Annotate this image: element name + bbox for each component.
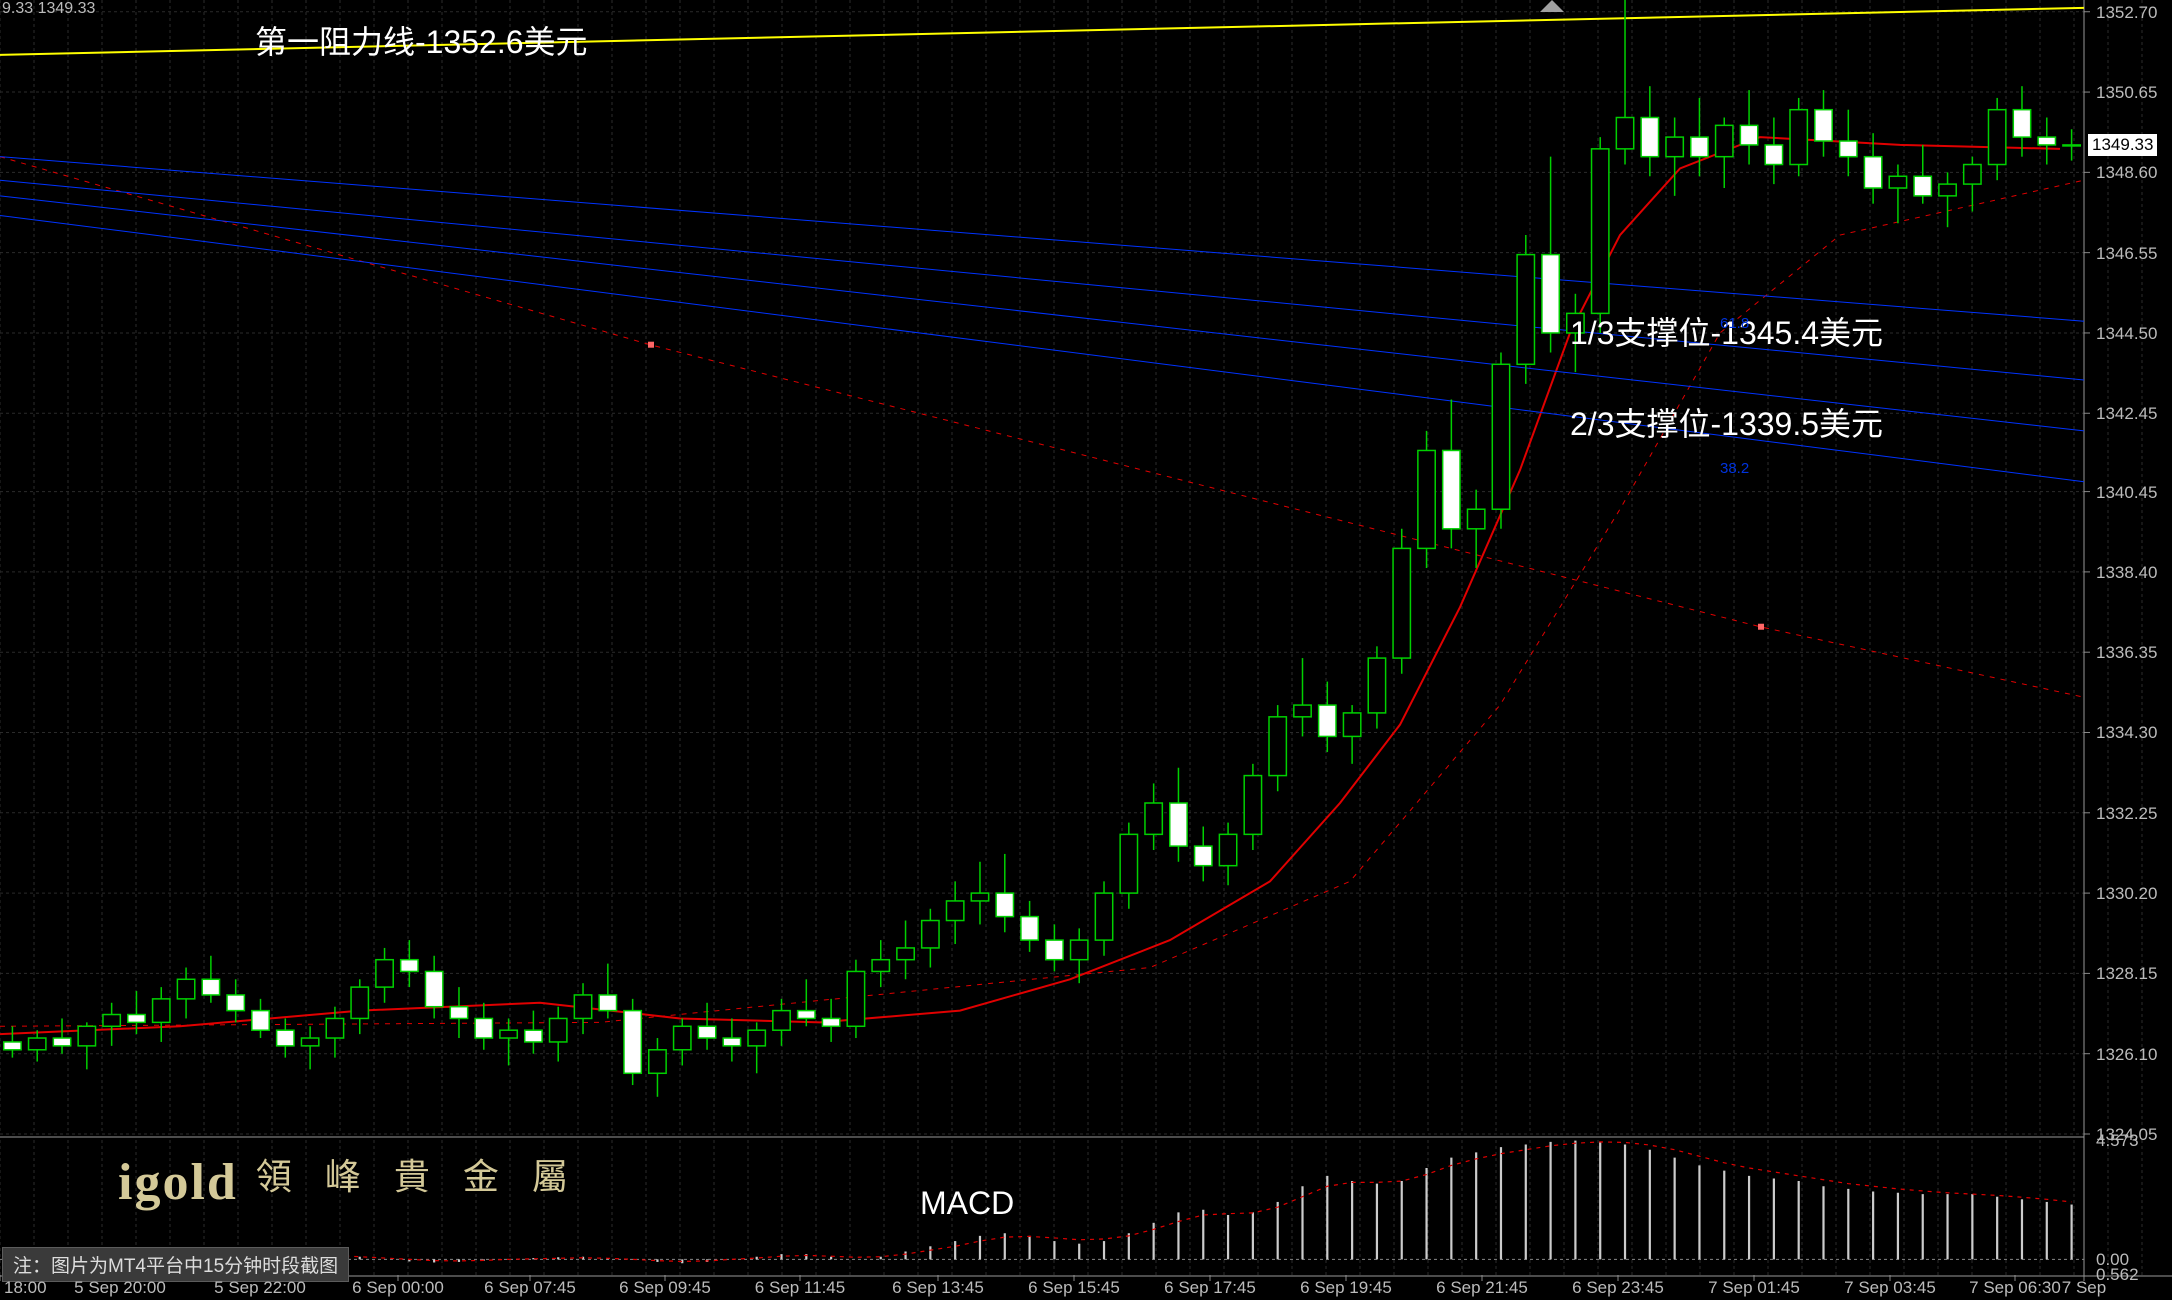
x-tick-label: 5 Sep 22:00	[214, 1278, 306, 1298]
y-tick-label: 1336.35	[2096, 643, 2157, 663]
y-tick-label: 1334.30	[2096, 723, 2157, 743]
macd-label: MACD	[920, 1185, 1014, 1222]
x-tick-label: 6 Sep 15:45	[1028, 1278, 1120, 1298]
fib-level-label: 38.2	[1720, 460, 1749, 477]
y-tick-label: 1348.60	[2096, 163, 2157, 183]
logo-text-en: igold	[118, 1154, 238, 1211]
x-tick-label: 18:00	[4, 1278, 47, 1298]
y-tick-label: 1340.45	[2096, 483, 2157, 503]
x-tick-label: 6 Sep 11:45	[755, 1278, 845, 1298]
x-tick-label: 7 Sep 08:30	[2040, 1278, 2128, 1300]
macd-y-tick-label: 4.573	[2096, 1131, 2139, 1151]
x-tick-label: 7 Sep 01:45	[1708, 1278, 1800, 1298]
fib-level-label: 61.8	[1720, 315, 1749, 332]
y-tick-label: 1332.25	[2096, 804, 2157, 824]
y-tick-label: 1326.10	[2096, 1045, 2157, 1065]
y-tick-label: 1350.65	[2096, 83, 2157, 103]
x-tick-label: 6 Sep 07:45	[484, 1278, 576, 1298]
x-tick-label: 7 Sep 03:45	[1844, 1278, 1936, 1298]
x-tick-label: 6 Sep 00:00	[352, 1278, 444, 1298]
y-tick-label: 1338.40	[2096, 563, 2157, 583]
y-tick-label: 1330.20	[2096, 884, 2157, 904]
logo-igold: igold 領 峰 貴 金 屬	[118, 1148, 580, 1212]
x-tick-label: 5 Sep 20:00	[74, 1278, 166, 1298]
y-tick-label: 1328.15	[2096, 964, 2157, 984]
y-tick-label: 1342.45	[2096, 404, 2157, 424]
x-tick-label: 6 Sep 23:45	[1572, 1278, 1664, 1298]
x-tick-label: 6 Sep 19:45	[1300, 1278, 1392, 1298]
x-tick-label: 6 Sep 13:45	[892, 1278, 984, 1298]
top-left-ohlc: 9.33 1349.33	[2, 0, 95, 18]
y-tick-label: 1344.50	[2096, 324, 2157, 344]
logo-text-cn: 領 峰 貴 金 屬	[256, 1157, 580, 1197]
annotation-support-2-3: 2/3支撑位-1339.5美元	[1570, 399, 1883, 445]
y-tick-label: 1346.55	[2096, 244, 2157, 264]
x-tick-label: 6 Sep 21:45	[1436, 1278, 1528, 1298]
annotation-resistance-1: 第一阻力线-1352.6美元	[255, 17, 588, 63]
y-tick-label: 1352.70	[2096, 3, 2157, 23]
current-price-box: 1349.33	[2088, 134, 2157, 156]
x-tick-label: 6 Sep 17:45	[1164, 1278, 1256, 1298]
footnote-mt4: 注：图片为MT4平台中15分钟时段截图	[2, 1247, 349, 1282]
x-tick-label: 6 Sep 09:45	[619, 1278, 711, 1298]
